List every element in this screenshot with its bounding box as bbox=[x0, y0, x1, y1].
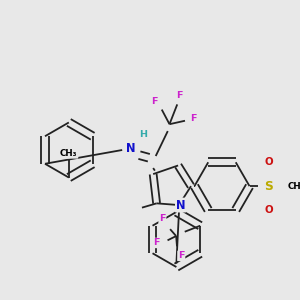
Text: O: O bbox=[264, 205, 273, 215]
Text: S: S bbox=[264, 180, 273, 193]
Text: CH₃: CH₃ bbox=[60, 149, 78, 158]
Text: O: O bbox=[264, 157, 273, 167]
Text: F: F bbox=[177, 91, 183, 100]
Text: H: H bbox=[139, 130, 147, 139]
Text: CH₃: CH₃ bbox=[287, 182, 300, 190]
Text: F: F bbox=[152, 97, 158, 106]
Text: N: N bbox=[176, 199, 185, 212]
Text: F: F bbox=[153, 238, 160, 247]
Text: N: N bbox=[126, 142, 136, 155]
Text: F: F bbox=[178, 251, 184, 260]
Text: F: F bbox=[159, 214, 166, 223]
Text: F: F bbox=[190, 114, 197, 123]
